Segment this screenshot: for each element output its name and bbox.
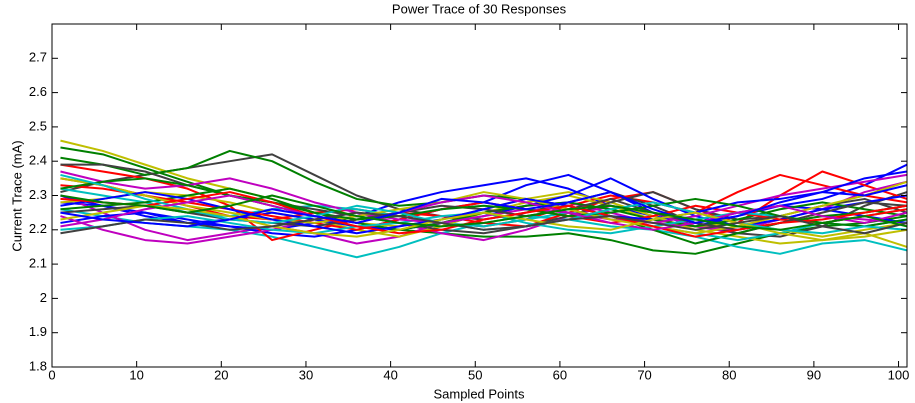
series-line (60, 211, 907, 235)
x-tick-label: 40 (383, 367, 397, 382)
x-tick-label: 60 (553, 367, 567, 382)
series-line (60, 139, 907, 248)
series-line (60, 187, 907, 242)
y-tick-label: 2.3 (29, 187, 47, 202)
x-tick-label: 50 (468, 367, 482, 382)
chart-title: Power Trace of 30 Responses (392, 1, 567, 16)
series-line (60, 204, 907, 242)
x-tick-label: 100 (888, 367, 910, 382)
y-tick-label: 2.1 (29, 256, 47, 271)
y-axis-label: Current Trace (mA) (9, 140, 24, 251)
y-tick-label: 2 (40, 290, 47, 305)
series-line (60, 170, 907, 224)
x-tick-label: 90 (807, 367, 821, 382)
series-line (60, 194, 907, 231)
x-tick-label: 20 (214, 367, 228, 382)
x-tick-label: 70 (637, 367, 651, 382)
series-line (60, 177, 907, 235)
x-tick-label: 10 (129, 367, 143, 382)
x-tick-label: 80 (722, 367, 736, 382)
y-tick-label: 2.6 (29, 84, 47, 99)
y-tick-label: 2.7 (29, 50, 47, 65)
series-line (60, 184, 907, 235)
y-tick-label: 2.2 (29, 221, 47, 236)
series-line (60, 191, 907, 238)
series-line (60, 146, 907, 255)
x-tick-label: 30 (299, 367, 313, 382)
series-line (60, 170, 907, 228)
y-tick-label: 2.5 (29, 118, 47, 133)
x-tick-label: 0 (48, 367, 55, 382)
y-tick-label: 1.9 (29, 324, 47, 339)
x-axis-label: Sampled Points (433, 386, 525, 401)
y-tick-label: 2.4 (29, 153, 47, 168)
series-line (60, 173, 907, 235)
series-line (60, 177, 907, 228)
plot-lines (60, 139, 907, 259)
y-tick-label: 1.8 (29, 358, 47, 373)
series-line (60, 197, 907, 231)
series-line (60, 180, 907, 245)
series-line (60, 194, 907, 231)
